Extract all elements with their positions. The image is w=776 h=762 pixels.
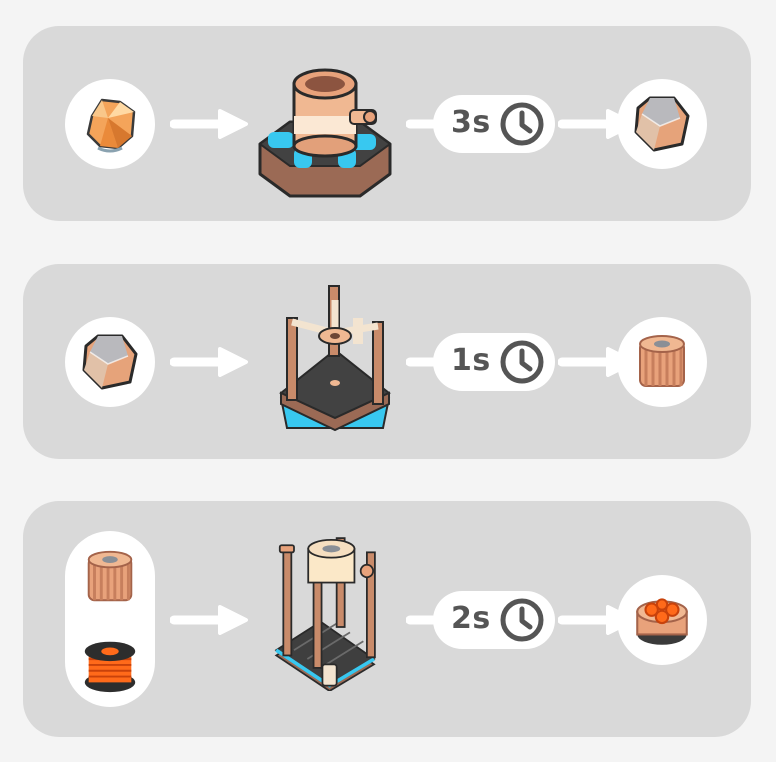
timer-badge: 3s [433, 95, 555, 153]
clock-icon [499, 339, 545, 385]
input-slot-group [65, 531, 155, 707]
assembler-machine-icon[interactable] [259, 531, 409, 691]
crusher-machine-icon[interactable] [250, 44, 400, 204]
press-machine-icon[interactable] [263, 278, 413, 438]
copper-coil-icon[interactable] [70, 623, 150, 703]
gear-cylinder-icon[interactable] [70, 537, 150, 617]
arrow-right-icon [170, 109, 250, 139]
timer-text: 1s [451, 343, 491, 378]
recipe-row-3: 2s [23, 501, 751, 737]
raw-ore-icon[interactable] [65, 79, 155, 169]
motor-part-icon[interactable] [617, 575, 707, 665]
gear-cylinder-icon[interactable] [617, 317, 707, 407]
recipe-row-2: 1s [23, 264, 751, 459]
stone-chunk-icon[interactable] [617, 79, 707, 169]
timer-badge: 2s [433, 591, 555, 649]
arrow-right-icon [170, 347, 250, 377]
recipe-row-1: 3s [23, 26, 751, 221]
timer-text: 3s [451, 105, 491, 140]
stone-chunk-icon[interactable] [65, 317, 155, 407]
timer-badge: 1s [433, 333, 555, 391]
arrow-right-icon [170, 605, 250, 635]
timer-text: 2s [451, 601, 491, 636]
clock-icon [499, 597, 545, 643]
clock-icon [499, 101, 545, 147]
